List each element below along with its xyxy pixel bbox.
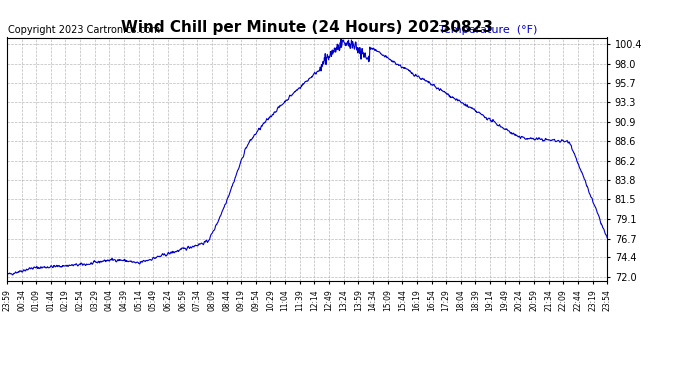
Text: Copyright 2023 Cartronics.com: Copyright 2023 Cartronics.com (8, 25, 159, 35)
Title: Wind Chill per Minute (24 Hours) 20230823: Wind Chill per Minute (24 Hours) 2023082… (121, 20, 493, 35)
Text: Temperature  (°F): Temperature (°F) (439, 25, 538, 35)
